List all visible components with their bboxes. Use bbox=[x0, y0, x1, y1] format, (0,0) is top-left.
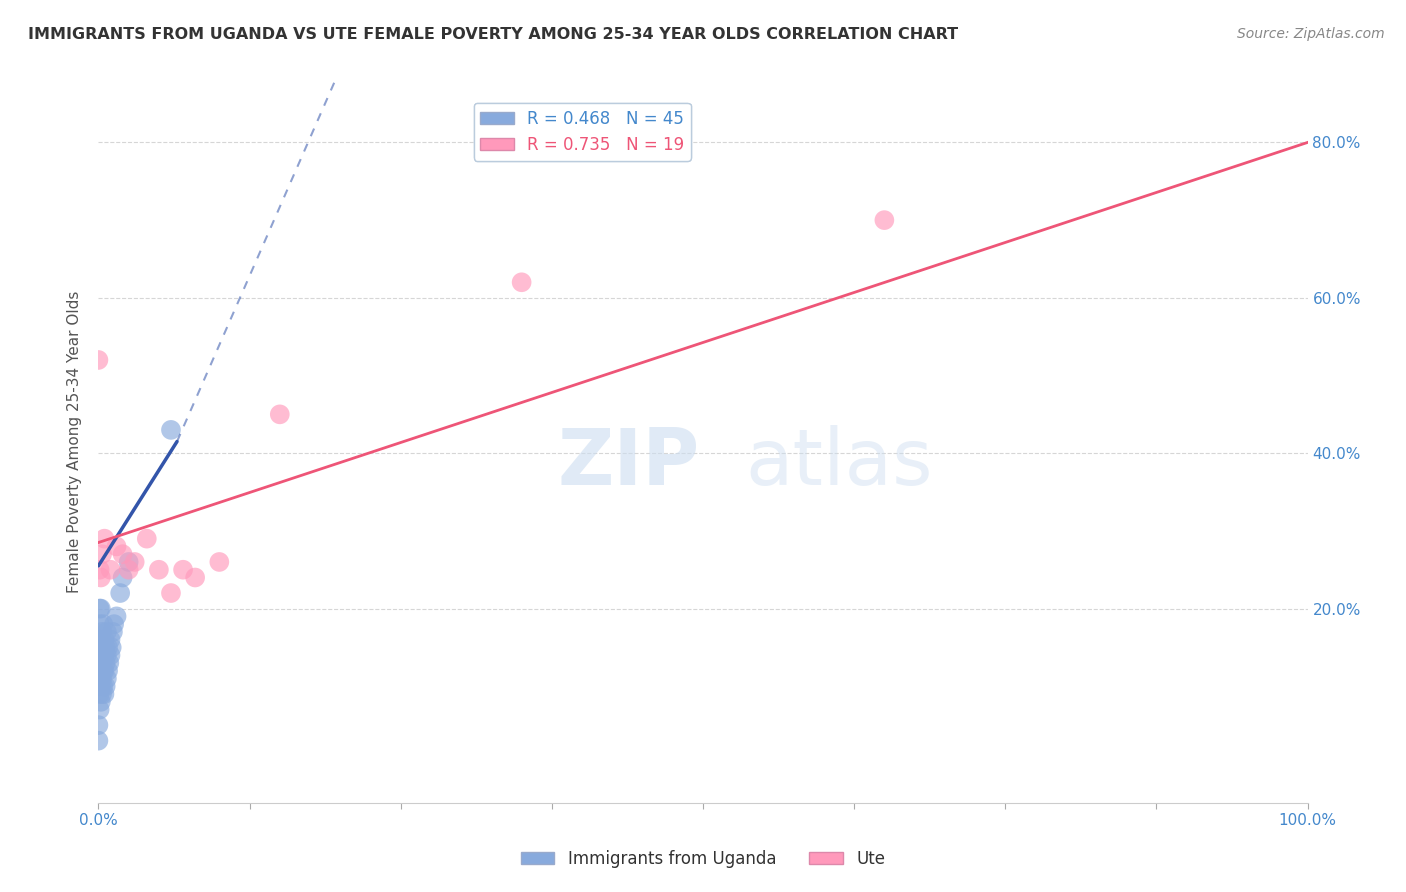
Point bbox=[91, 664, 114, 678]
Point bbox=[105, 609, 128, 624]
Point bbox=[97, 640, 120, 655]
Point bbox=[160, 586, 183, 600]
Point bbox=[97, 664, 120, 678]
Point bbox=[91, 672, 114, 686]
Point bbox=[89, 687, 111, 701]
Point bbox=[94, 679, 117, 693]
Point bbox=[103, 617, 125, 632]
Text: atlas: atlas bbox=[745, 425, 932, 501]
Text: IMMIGRANTS FROM UGANDA VS UTE FEMALE POVERTY AMONG 25-34 YEAR OLDS CORRELATION C: IMMIGRANTS FROM UGANDA VS UTE FEMALE POV… bbox=[28, 27, 959, 42]
Point bbox=[90, 601, 112, 615]
Point bbox=[96, 672, 118, 686]
Legend: Immigrants from Uganda, Ute: Immigrants from Uganda, Ute bbox=[515, 844, 891, 875]
Point bbox=[90, 695, 112, 709]
Point bbox=[89, 656, 111, 670]
Point bbox=[96, 624, 118, 639]
Point bbox=[93, 632, 115, 647]
Point bbox=[90, 656, 112, 670]
Point bbox=[100, 640, 122, 655]
Point bbox=[93, 532, 115, 546]
Point bbox=[91, 547, 114, 561]
Point bbox=[87, 718, 110, 732]
Point bbox=[111, 570, 134, 584]
Point bbox=[510, 275, 533, 289]
Point bbox=[148, 563, 170, 577]
Point bbox=[93, 687, 115, 701]
Legend: R = 0.468   N = 45, R = 0.735   N = 19: R = 0.468 N = 45, R = 0.735 N = 19 bbox=[474, 103, 690, 161]
Point bbox=[118, 555, 141, 569]
Point bbox=[118, 563, 141, 577]
Point bbox=[96, 648, 118, 663]
Point bbox=[89, 601, 111, 615]
Point bbox=[100, 563, 122, 577]
Point bbox=[98, 656, 121, 670]
Point bbox=[160, 423, 183, 437]
Point bbox=[91, 679, 114, 693]
Point bbox=[101, 624, 124, 639]
Point bbox=[93, 648, 115, 663]
Point bbox=[94, 640, 117, 655]
Point bbox=[89, 672, 111, 686]
Point bbox=[89, 632, 111, 647]
Point bbox=[91, 617, 114, 632]
Point bbox=[100, 632, 122, 647]
Point bbox=[91, 687, 114, 701]
Point bbox=[135, 532, 157, 546]
Point bbox=[91, 648, 114, 663]
Point bbox=[87, 733, 110, 747]
Point bbox=[208, 555, 231, 569]
Text: ZIP: ZIP bbox=[558, 425, 700, 501]
Point bbox=[105, 540, 128, 554]
Text: Source: ZipAtlas.com: Source: ZipAtlas.com bbox=[1237, 27, 1385, 41]
Point bbox=[94, 656, 117, 670]
Point bbox=[91, 624, 114, 639]
Point bbox=[90, 570, 112, 584]
Point bbox=[93, 664, 115, 678]
Point bbox=[91, 640, 114, 655]
Point bbox=[89, 563, 111, 577]
Point bbox=[873, 213, 896, 227]
Point bbox=[87, 353, 110, 368]
Point bbox=[124, 555, 146, 569]
Point bbox=[90, 632, 112, 647]
Point bbox=[90, 679, 112, 693]
Point bbox=[100, 648, 122, 663]
Y-axis label: Female Poverty Among 25-34 Year Olds: Female Poverty Among 25-34 Year Olds bbox=[67, 291, 83, 592]
Point bbox=[89, 617, 111, 632]
Point bbox=[108, 586, 131, 600]
Point bbox=[269, 408, 291, 422]
Point bbox=[89, 702, 111, 716]
Point bbox=[111, 547, 134, 561]
Point bbox=[172, 563, 194, 577]
Point bbox=[184, 570, 207, 584]
